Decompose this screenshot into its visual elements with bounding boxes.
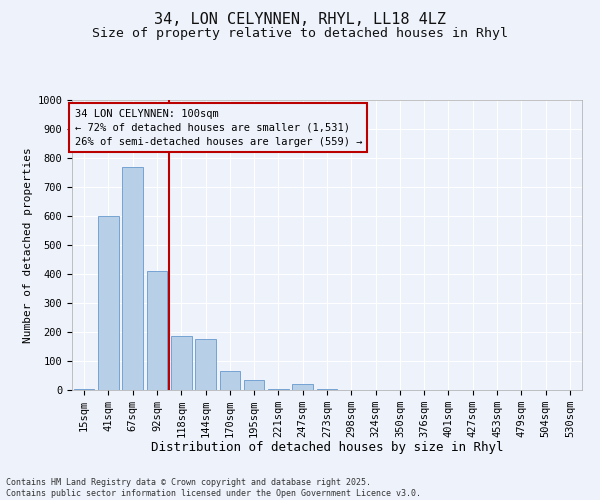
Bar — [317, 388, 337, 390]
Text: Size of property relative to detached houses in Rhyl: Size of property relative to detached ho… — [92, 28, 508, 40]
Bar — [220, 371, 240, 390]
Bar — [146, 271, 167, 390]
Bar — [74, 388, 94, 390]
Text: 34 LON CELYNNEN: 100sqm
← 72% of detached houses are smaller (1,531)
26% of semi: 34 LON CELYNNEN: 100sqm ← 72% of detache… — [74, 108, 362, 146]
Bar — [195, 339, 216, 390]
Text: 34, LON CELYNNEN, RHYL, LL18 4LZ: 34, LON CELYNNEN, RHYL, LL18 4LZ — [154, 12, 446, 28]
Bar — [244, 380, 265, 390]
Bar — [98, 216, 119, 390]
Y-axis label: Number of detached properties: Number of detached properties — [23, 147, 33, 343]
Text: Contains HM Land Registry data © Crown copyright and database right 2025.
Contai: Contains HM Land Registry data © Crown c… — [6, 478, 421, 498]
Bar — [292, 384, 313, 390]
Bar — [171, 336, 191, 390]
X-axis label: Distribution of detached houses by size in Rhyl: Distribution of detached houses by size … — [151, 442, 503, 454]
Bar — [268, 388, 289, 390]
Bar — [122, 166, 143, 390]
